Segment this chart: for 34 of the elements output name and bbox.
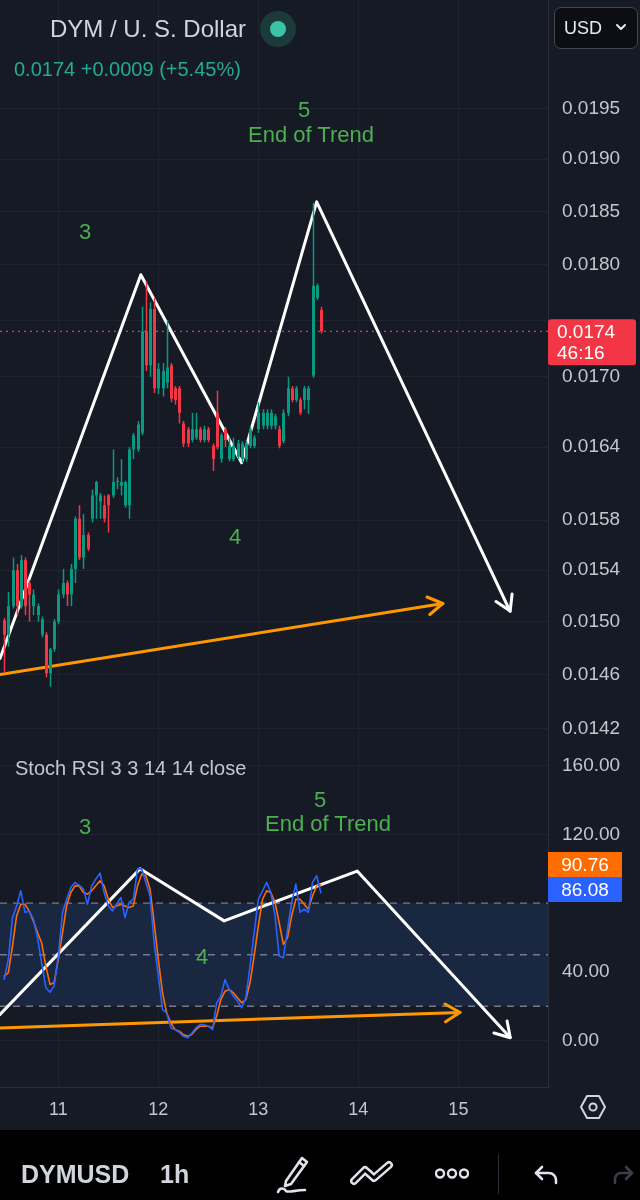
y-tick-label: 0.0158	[562, 508, 621, 530]
y-tick-label: 0.0185	[562, 199, 621, 221]
ref-line-label: 0.0174 46:16	[557, 320, 616, 363]
x-tick-label: 15	[448, 1098, 469, 1119]
y-tick-label: 0.00	[562, 1028, 599, 1050]
y-tick-label: 0.0170	[562, 365, 621, 387]
annotation: End of Trend	[265, 811, 391, 836]
y-tick-label: 160.00	[562, 754, 621, 775]
annotation: 3	[78, 814, 92, 839]
x-tick-label: 14	[348, 1098, 369, 1119]
annotation: End of Trend	[248, 122, 374, 147]
annotation: 5	[313, 787, 327, 812]
y-tick-label: 40.00	[562, 960, 610, 982]
text: 90.76	[548, 852, 622, 877]
y-tick-label: 0.0180	[562, 253, 621, 275]
text: 86.08	[548, 877, 622, 902]
y-tick-label: 0.0195	[562, 96, 621, 118]
text: 1h	[160, 1160, 190, 1188]
text: DYM / U. S. Dollar	[50, 15, 247, 42]
text: DYMUSD	[21, 1160, 130, 1188]
annotation: 5	[297, 97, 311, 122]
y-tick-label: 0.0154	[562, 558, 621, 580]
x-tick-label: 12	[148, 1098, 169, 1119]
y-tick-label: 0.0164	[562, 435, 621, 457]
currency-dropdown: USD	[554, 7, 638, 49]
y-tick-label: 0.0190	[562, 147, 621, 169]
x-tick-label: 11	[48, 1098, 68, 1119]
y-tick-label: 0.0150	[562, 609, 621, 631]
text: Stoch RSI 3 3 14 14 close	[15, 757, 247, 779]
x-tick-label: 13	[248, 1098, 269, 1119]
y-tick-label: 0.0142	[562, 717, 621, 739]
y-tick-label: 120.00	[562, 822, 621, 844]
y-tick-label: 0.0146	[562, 662, 621, 684]
text: 0.0174 +0.0009 (+5.45%)	[14, 58, 241, 80]
